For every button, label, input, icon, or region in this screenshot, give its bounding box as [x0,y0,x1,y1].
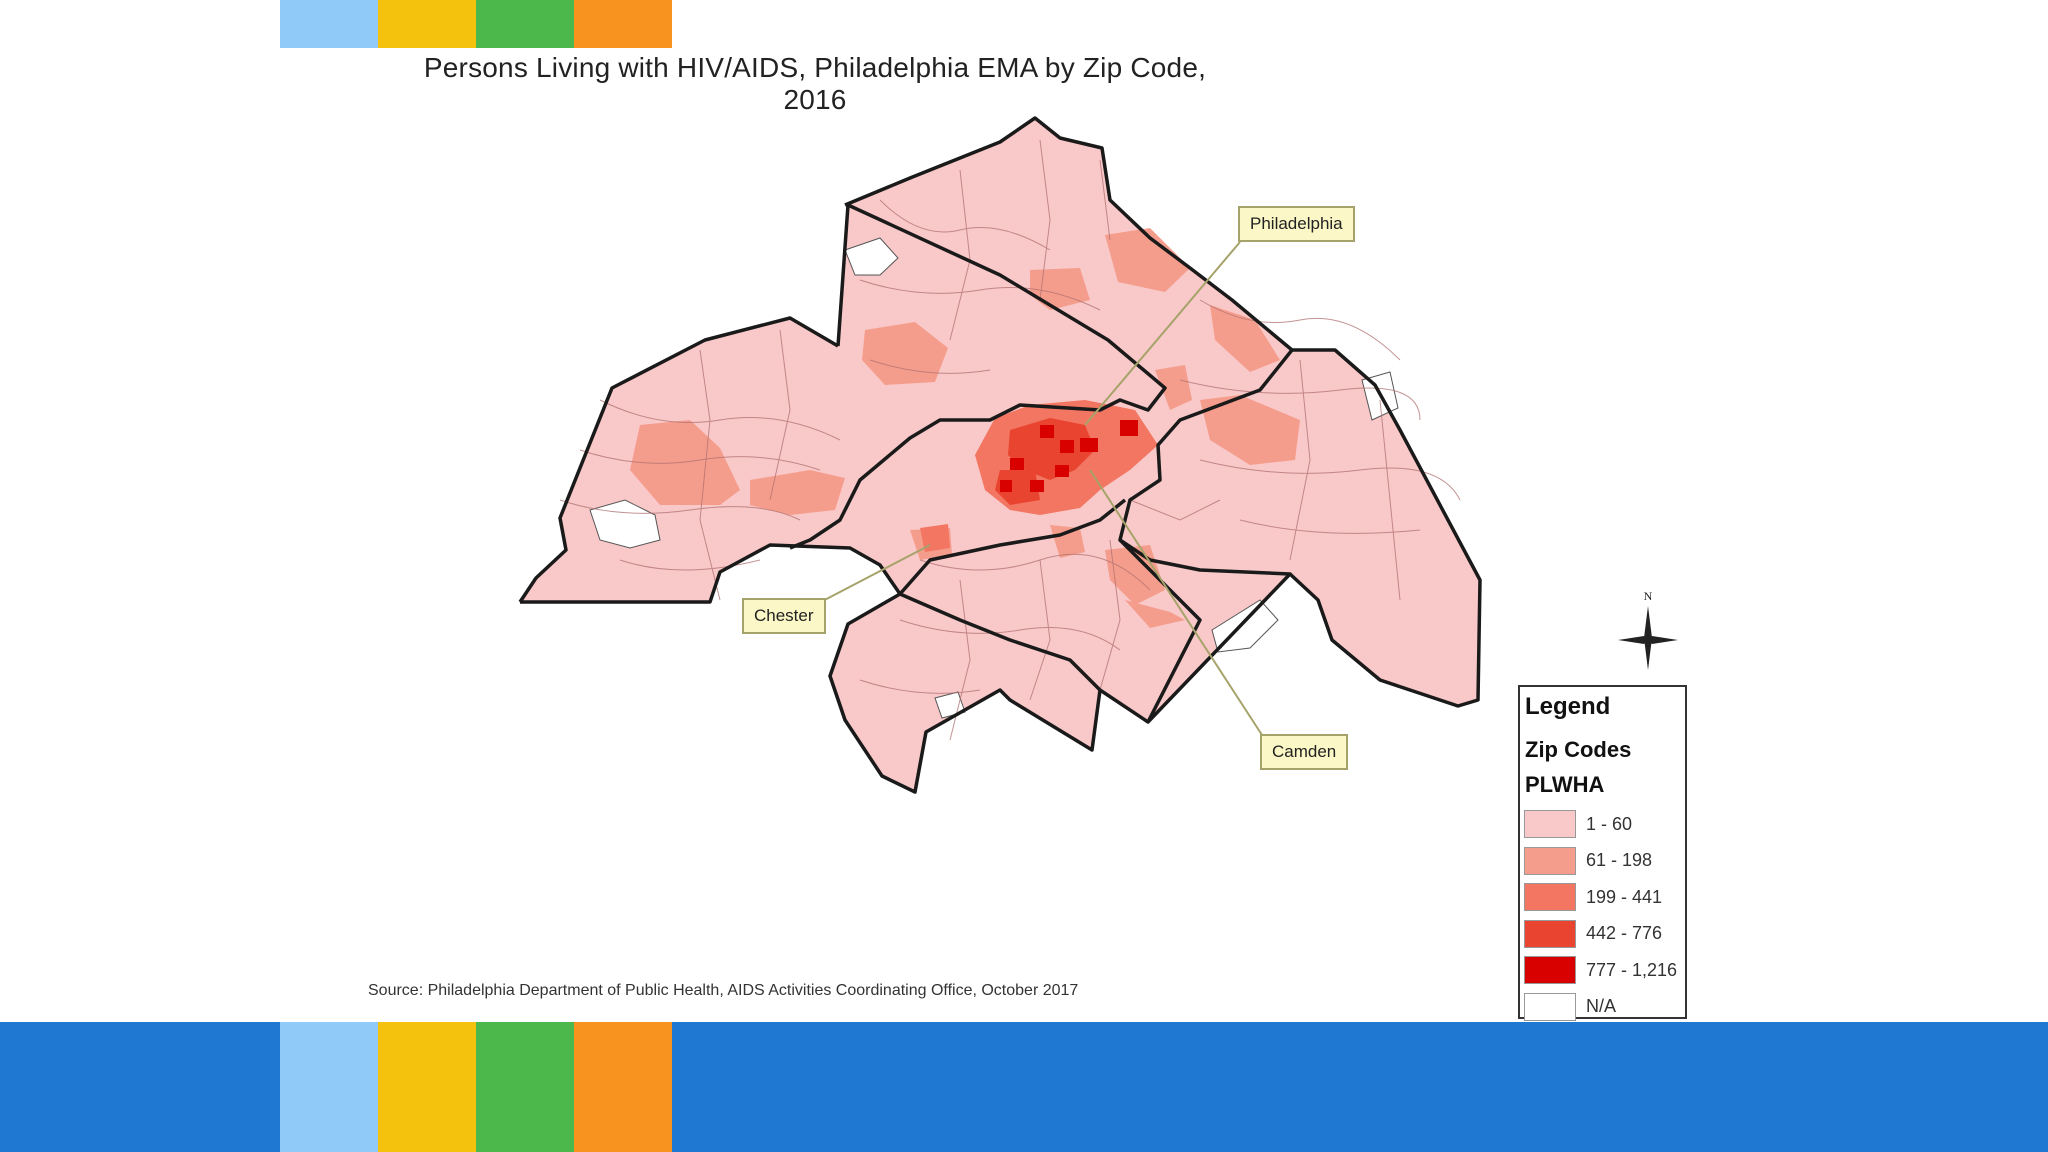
map-title: Persons Living with HIV/AIDS, Philadelph… [423,52,1207,115]
county-boundaries [518,116,1482,794]
legend-class-row: N/A [1524,992,1616,1022]
zip-boundaries [559,139,1461,741]
legend-class-label: N/A [1586,996,1617,1016]
legend-swatch [1524,846,1576,875]
legend-class-row: 61 - 198 [1524,846,1652,876]
legend-class-row: 1 - 60 [1524,809,1632,839]
legend-field: PLWHA [1525,772,1605,797]
stripe-orange [574,1022,672,1152]
legend-class-label: 777 - 1,216 [1586,959,1678,980]
legend-title: Legend [1525,693,1611,720]
stripe-orange [574,0,672,48]
legend-class-row: 199 - 441 [1524,882,1662,912]
north-arrow-icon: N [1618,589,1678,670]
legend-swatch [1524,883,1576,911]
bottom-color-stripe [280,1022,672,1152]
stripe-yellow [378,1022,476,1152]
legend-swatch [1524,992,1576,1021]
map-legend: Legend Zip Codes PLWHA 1 - 60 61 - 198 199… [1518,685,1687,1022]
callout-leaders [814,241,1263,736]
compass-north-label: N [1644,589,1653,603]
legend-swatch [1524,956,1576,984]
callout-chester: Chester [742,598,826,634]
legend-class-label: 61 - 198 [1586,850,1653,870]
stripe-green [476,1022,574,1152]
urban-core [920,400,1158,552]
legend-class-label: 199 - 441 [1586,886,1663,907]
legend-swatch [1524,810,1576,838]
stripe-yellow [378,0,476,48]
source-note: Source: Philadelphia Department of Publi… [368,982,1079,999]
legend-class-label: 442 - 776 [1586,923,1663,943]
legend-class-label: 1 - 60 [1586,813,1633,834]
legend-class-row: 442 - 776 [1524,919,1662,949]
top-color-stripe [280,0,672,48]
stripe-light-blue [280,0,378,48]
callout-philadelphia: Philadelphia [1238,206,1355,242]
legend-layer: Zip Codes [1525,737,1632,762]
callout-camden: Camden [1260,734,1349,770]
stripe-green [476,0,574,48]
class-61-198-zones [630,228,1300,628]
legend-class-row: 777 - 1,216 [1524,955,1677,985]
legend-swatch [1524,919,1576,948]
stripe-light-blue [280,1022,378,1152]
